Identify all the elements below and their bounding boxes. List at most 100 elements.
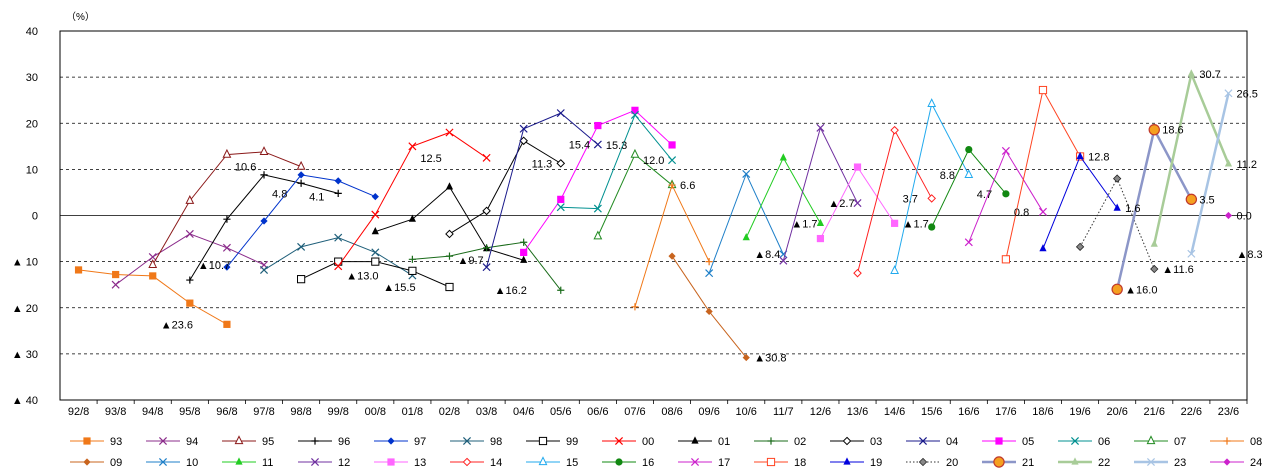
data-point-17	[1001, 146, 1010, 155]
data-label: ▲16.0	[1125, 284, 1157, 296]
data-point-08	[705, 258, 713, 266]
data-label: 4.7	[977, 189, 992, 201]
x-tick-label: 11/7	[773, 406, 794, 418]
data-label: ▲9.7	[457, 255, 483, 267]
data-label: 6.6	[680, 180, 695, 192]
legend-item-13: 13	[374, 457, 426, 469]
series-line-04	[486, 112, 599, 268]
legend-item-11: 11	[222, 457, 273, 469]
series-16	[928, 145, 1010, 231]
series-93	[74, 266, 231, 328]
legend-item-14: 14	[450, 457, 502, 469]
legend-label: 18	[794, 457, 806, 469]
data-point-97	[334, 177, 342, 185]
data-label: 26.5	[1236, 88, 1257, 100]
data-point-06	[630, 110, 639, 119]
series-00	[334, 128, 491, 271]
x-tick-label: 18/6	[1032, 406, 1053, 418]
data-point-08	[631, 303, 639, 311]
series-05	[520, 106, 676, 256]
x-tick-label: 22/6	[1181, 406, 1202, 418]
data-label: 15.4	[569, 139, 590, 151]
legend-swatch-marker	[310, 457, 320, 467]
y-tick-label: 10	[26, 164, 38, 176]
data-point-97	[297, 171, 305, 179]
data-point-19	[1039, 244, 1047, 252]
legend-item-01: 01	[678, 436, 730, 448]
legend-swatch-marker	[767, 437, 775, 445]
legend-swatch-marker	[691, 436, 699, 444]
data-label: ▲13.0	[346, 270, 378, 282]
data-label: 12.5	[420, 153, 441, 165]
data-point-00	[334, 262, 343, 271]
data-point-96	[223, 215, 231, 223]
y-tick-label: ▲ 10	[12, 257, 38, 269]
series-20	[1075, 174, 1159, 274]
x-axis: 92/8 93/8 94/8 95/8 96/8 97/8 98/8 99/8 00/8 01/8…	[68, 400, 1248, 418]
series-95	[148, 146, 306, 268]
data-point-05	[668, 141, 676, 149]
legend-item-98: 98	[450, 436, 502, 448]
x-tick-label: 06/6	[587, 406, 608, 418]
legend-swatch-marker	[1070, 436, 1080, 446]
data-point-04	[519, 124, 528, 133]
series-line-97	[226, 174, 376, 268]
x-tick-label: 01/8	[402, 406, 423, 418]
data-point-11	[816, 218, 825, 226]
x-tick-label: 08/6	[661, 406, 682, 418]
series-19	[1039, 151, 1121, 252]
legend-swatch-marker	[158, 436, 168, 446]
data-point-15	[964, 169, 974, 179]
series-24	[1224, 211, 1233, 220]
data-point-02	[482, 244, 491, 252]
data-point-08	[668, 181, 676, 189]
series-11	[742, 153, 825, 241]
legend-swatch-marker	[387, 437, 395, 445]
x-tick-label: 92/8	[68, 406, 89, 418]
legend-swatch-marker	[538, 456, 548, 466]
series-line-08	[634, 183, 710, 307]
data-point-12	[779, 256, 788, 265]
legend-item-00: 00	[602, 436, 654, 448]
legend-label: 20	[946, 457, 958, 469]
data-point-94	[111, 280, 120, 289]
legend-swatch-marker	[234, 435, 244, 445]
series-15	[890, 98, 974, 274]
legend-swatch-marker	[995, 437, 1003, 445]
data-point-93	[223, 320, 231, 328]
legend-label: 05	[1022, 436, 1034, 448]
legend-item-02: 02	[754, 436, 806, 448]
series-line-01	[375, 186, 524, 261]
legend-swatch-marker	[158, 457, 168, 467]
x-tick-label: 12/6	[810, 406, 831, 418]
data-point-95	[185, 195, 195, 204]
data-point-21	[1185, 193, 1198, 206]
data-label: ▲8.4	[754, 249, 780, 261]
data-point-93	[149, 272, 157, 280]
legend-label: 14	[490, 457, 502, 469]
data-point-22	[1224, 159, 1233, 167]
data-point-21	[1111, 283, 1123, 295]
data-point-99	[371, 257, 380, 266]
data-point-14	[890, 125, 899, 135]
legend-label: 06	[1098, 436, 1110, 448]
series-line-03	[449, 140, 562, 235]
data-point-23	[1224, 89, 1233, 98]
series-line-19	[1042, 155, 1118, 249]
data-label: ▲2.7	[828, 198, 854, 210]
legend-item-21: 21	[982, 456, 1034, 469]
data-point-96	[260, 171, 268, 179]
data-point-22	[1187, 69, 1195, 77]
data-point-02	[445, 252, 454, 260]
legend-label: 16	[642, 457, 654, 469]
x-tick-label: 13/6	[847, 406, 868, 418]
data-point-02	[408, 255, 416, 263]
y-tick-label: ▲ 40	[12, 395, 38, 407]
x-tick-label: 15/6	[921, 406, 942, 418]
legend-item-94: 94	[146, 436, 198, 448]
legend-swatch-marker	[843, 457, 851, 465]
data-point-18	[1001, 255, 1010, 264]
legend-label: 19	[870, 457, 882, 469]
legend-item-06: 06	[1058, 436, 1110, 448]
